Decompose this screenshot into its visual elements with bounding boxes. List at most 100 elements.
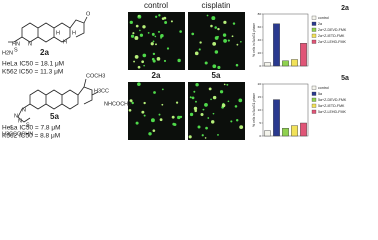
- bar: [291, 125, 298, 137]
- cell: [152, 129, 156, 132]
- cell: [235, 119, 239, 122]
- legend-swatch: [311, 85, 317, 90]
- cell: [175, 101, 179, 104]
- cell: [143, 101, 146, 105]
- cell: [142, 53, 147, 58]
- cell: [195, 100, 197, 103]
- cell: [235, 63, 239, 67]
- cell: [217, 65, 221, 70]
- compound-label: 5a: [50, 112, 59, 121]
- cell: [151, 32, 155, 36]
- bar: [291, 59, 298, 67]
- cell: [236, 43, 239, 46]
- atom-label: H3CCOCHN: [2, 131, 33, 137]
- cell: [171, 115, 175, 119]
- cell: [128, 108, 132, 112]
- cell: [204, 102, 208, 107]
- legend-label: 5a+Z-IETD-FMK: [318, 104, 345, 108]
- cell: [223, 20, 227, 24]
- cell: [205, 126, 208, 130]
- cell: [214, 50, 219, 54]
- ic50: HeLa IC50 = 7.8 μM: [2, 125, 60, 132]
- cell: [238, 98, 243, 103]
- bar: [273, 99, 280, 137]
- cell: [166, 47, 170, 50]
- bar: [300, 43, 307, 67]
- cell: [189, 96, 192, 99]
- y-tick-label: 10: [258, 108, 262, 112]
- atom-label: HN: [12, 41, 20, 47]
- cell: [212, 64, 217, 69]
- legend-label: control: [318, 16, 329, 20]
- atom-label: N: [14, 113, 18, 119]
- legend-label: 2a+Z-DEVD-FMK: [318, 28, 347, 32]
- chart-title: 5a: [341, 75, 349, 82]
- cell: [222, 33, 227, 37]
- cell: [214, 36, 219, 40]
- legend-label: 2a+Z-LEHD-FMK: [318, 40, 346, 44]
- atom-label: N: [28, 41, 32, 47]
- cell: [133, 60, 135, 63]
- bar: [282, 127, 289, 137]
- cell: [223, 83, 226, 86]
- cell: [158, 14, 161, 17]
- cell: [161, 88, 164, 91]
- row-label: 2a: [152, 71, 161, 80]
- cell: [212, 42, 217, 46]
- cell: [153, 91, 156, 94]
- cell: [152, 40, 155, 43]
- cell: [159, 118, 163, 122]
- legend-label: 5a+Z-DEVD-FMK: [318, 98, 347, 102]
- atom-label: H: [72, 30, 76, 36]
- atom-label: S: [14, 47, 18, 53]
- cell: [139, 33, 144, 37]
- cell: [142, 25, 146, 29]
- cell: [204, 137, 207, 139]
- cell: [217, 134, 219, 136]
- cell: [134, 54, 139, 59]
- cell: [202, 108, 205, 111]
- legend-label: control: [318, 86, 329, 90]
- atom-label: O: [86, 11, 91, 17]
- cell: [150, 118, 155, 123]
- micrograph: [128, 12, 185, 70]
- legend-swatch: [311, 97, 317, 102]
- cell: [179, 30, 182, 33]
- atom-label: H2N: [2, 50, 13, 56]
- cell: [137, 82, 141, 86]
- atom-label: H: [56, 30, 60, 36]
- cell: [130, 34, 135, 38]
- cell: [208, 87, 212, 91]
- cell: [217, 27, 220, 31]
- cell: [155, 15, 158, 18]
- cell: [170, 20, 173, 23]
- cell: [134, 36, 139, 40]
- cell: [148, 132, 152, 136]
- bar: [273, 23, 280, 67]
- cell: [210, 24, 213, 28]
- atom-label: S: [26, 122, 30, 128]
- row-label: 5a: [212, 71, 221, 80]
- cell: [147, 32, 150, 34]
- cell: [137, 65, 141, 69]
- legend-label: 5a+Z-LEHD-FMK: [318, 110, 346, 114]
- column-label: cisplatin: [202, 1, 231, 10]
- cell: [223, 39, 227, 43]
- cells: [128, 14, 244, 139]
- cell: [163, 59, 167, 63]
- cell: [231, 35, 234, 38]
- cell: [132, 32, 135, 35]
- y-tick-label: 60: [258, 25, 262, 29]
- structure-2a: [8, 16, 88, 43]
- cell: [194, 109, 197, 113]
- cell: [191, 32, 195, 36]
- cell: [129, 20, 133, 24]
- legend-swatch: [311, 39, 317, 44]
- cell: [143, 64, 145, 67]
- cell: [152, 52, 156, 56]
- cell: [141, 60, 145, 64]
- cell: [211, 16, 216, 21]
- legend-label: 2a+Z-IETD-FMK: [318, 34, 345, 38]
- cell: [131, 101, 134, 105]
- bar: [300, 122, 307, 137]
